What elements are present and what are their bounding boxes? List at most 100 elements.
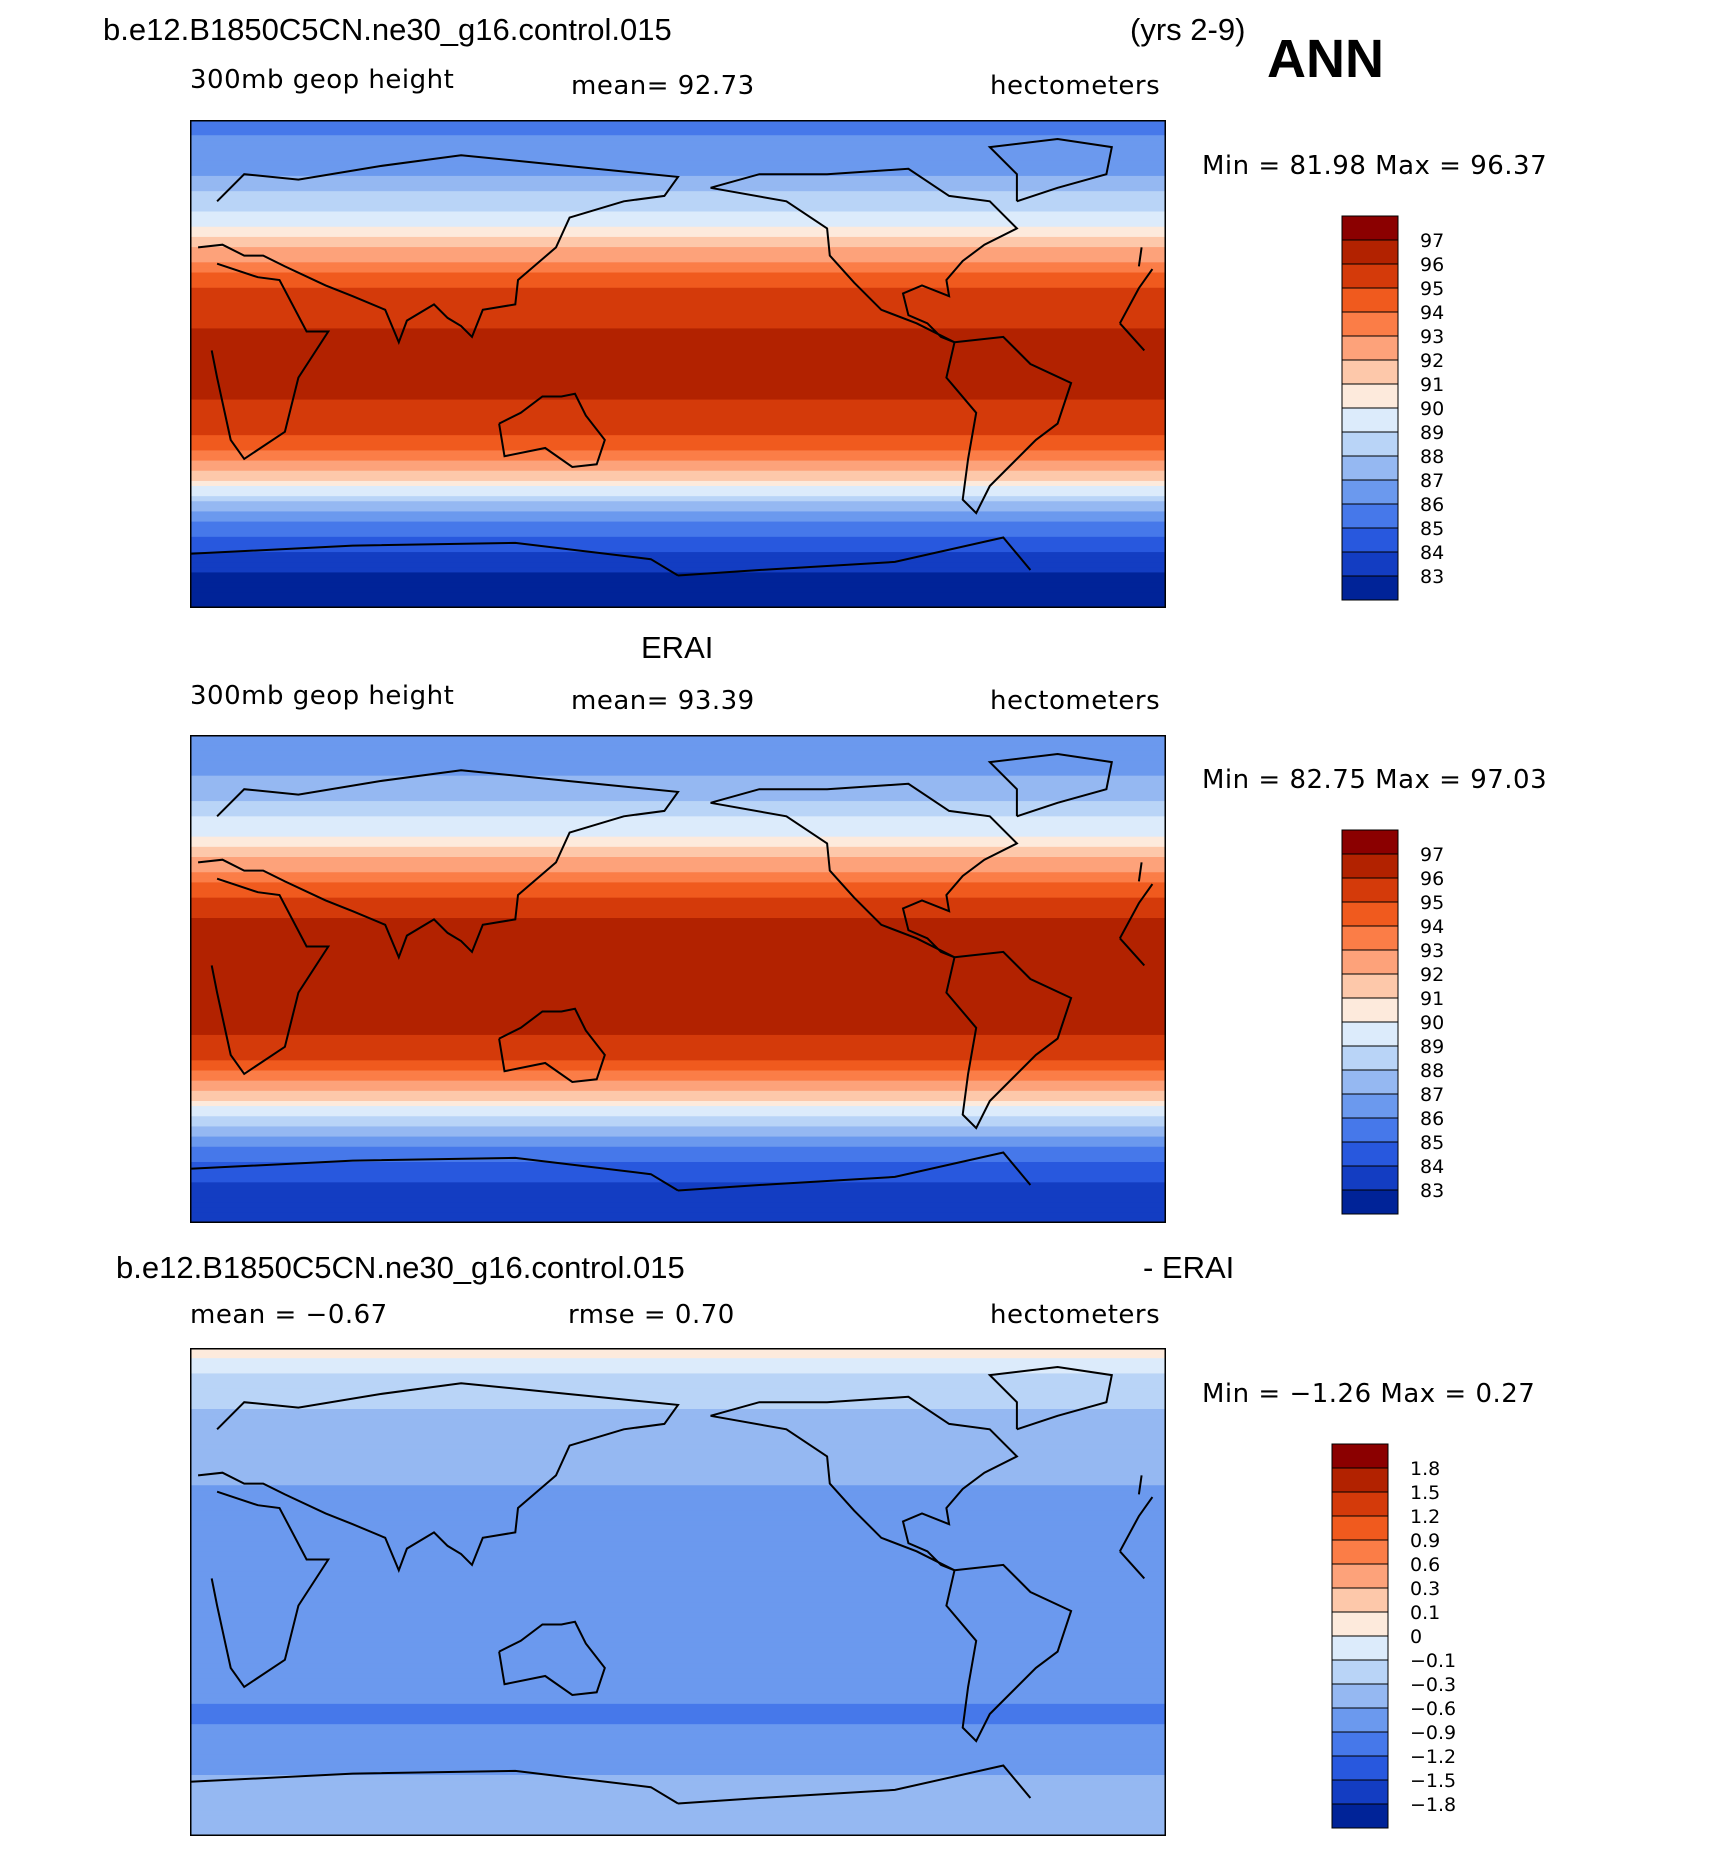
contour-band [190, 440, 1166, 446]
contour-band [190, 831, 1166, 838]
contour-band [190, 1810, 1166, 1817]
contour-band [190, 1014, 1166, 1021]
colorbar-swatch [1341, 1141, 1399, 1167]
colorbar-swatch [1331, 1491, 1389, 1517]
contour-band [190, 780, 1166, 787]
coastline [190, 1156, 679, 1192]
contour-band [190, 923, 1166, 929]
contour-band [190, 1009, 1166, 1016]
panel2-minmax: Min = 82.75 Max = 97.03 [1202, 765, 1548, 795]
panel3-colorbar: 1.8 1.5 1.2 0.9 0.6 0.3 0.1 0 −0.1 −0.3 −0.6 −0.9 −1… [1330, 1442, 1480, 1837]
contour-band [190, 541, 1166, 548]
contour-band [190, 811, 1166, 817]
contour-band [190, 1434, 1166, 1441]
contour-band [190, 1820, 1166, 1827]
contour-band [190, 277, 1166, 284]
contour-band [190, 145, 1166, 152]
contour-band [190, 1556, 1166, 1563]
map-frame [190, 120, 1166, 608]
contour-band [190, 1775, 1166, 1781]
contour-band [190, 979, 1166, 985]
colorbar-swatch [1341, 311, 1399, 337]
contour-band [190, 902, 1166, 909]
contour-band [190, 1653, 1166, 1659]
coastline [710, 167, 1019, 344]
contour-band [190, 1095, 1166, 1102]
contour-band [190, 1475, 1166, 1481]
contour-band [190, 1182, 1166, 1189]
colorbar-swatch [1341, 973, 1399, 999]
contour-band [190, 1698, 1166, 1705]
colorbar-tick-label: 0.6 [1410, 1554, 1440, 1576]
contour-band [190, 989, 1166, 995]
colorbar-tick-label: −1.5 [1410, 1770, 1456, 1792]
colorbar-swatch [1341, 527, 1399, 553]
contour-band [190, 308, 1166, 314]
contour-band [190, 1373, 1166, 1380]
contour-band [190, 872, 1166, 878]
contour-band [190, 1172, 1166, 1178]
contour-band [190, 963, 1166, 970]
contour-band [190, 1642, 1166, 1649]
contour-band [190, 1510, 1166, 1517]
coastline [677, 1151, 1032, 1192]
contour-band [190, 1353, 1166, 1359]
contour-band [190, 1075, 1166, 1082]
map-frame [190, 735, 1166, 1223]
contour-band [190, 999, 1166, 1006]
contour-band [190, 567, 1166, 574]
coastline [710, 782, 1019, 959]
contour-band [190, 521, 1166, 528]
colorbar-swatch [1331, 1707, 1389, 1733]
contour-band [190, 1116, 1166, 1122]
contour-band [190, 425, 1166, 431]
colorbar-tick-label: 1.8 [1410, 1458, 1440, 1480]
contour-band [190, 1617, 1166, 1624]
contour-band [190, 918, 1166, 924]
colorbar-swatch [1341, 925, 1399, 951]
colorbar-swatch [1341, 263, 1399, 289]
coastline [1137, 247, 1143, 267]
coastline [498, 392, 606, 469]
contour-band [190, 1546, 1166, 1552]
contour-band [190, 1045, 1166, 1051]
contour-band [190, 470, 1166, 477]
panel3-minmax: Min = −1.26 Max = 0.27 [1202, 1379, 1536, 1409]
contour-band [190, 1663, 1166, 1669]
panel3-units-label: hectometers [990, 1300, 1161, 1330]
coastline [210, 877, 331, 1076]
contour-band [190, 775, 1166, 782]
contour-band [190, 1714, 1166, 1720]
colorbar-tick-label: 85 [1420, 518, 1444, 540]
contour-band [190, 750, 1166, 756]
contour-band [190, 130, 1166, 136]
contour-band [190, 577, 1166, 584]
contour-band [190, 313, 1166, 319]
colorbar-tick-label: 89 [1420, 1036, 1444, 1058]
contour-band [190, 958, 1166, 965]
colorbar-swatch [1341, 877, 1399, 903]
contour-band [190, 292, 1166, 299]
contour-band [190, 1454, 1166, 1461]
contour-band [190, 1444, 1166, 1451]
contour-band [190, 1536, 1166, 1542]
colorbar-swatch [1341, 503, 1399, 529]
contour-band [190, 1055, 1166, 1061]
contour-band [190, 892, 1166, 899]
season-label: ANN [1267, 29, 1384, 89]
colorbar-swatch [1331, 1443, 1389, 1469]
contour-band [190, 1607, 1166, 1613]
contour-band [190, 907, 1166, 914]
contour-band [190, 1217, 1166, 1223]
coastline [1119, 268, 1154, 324]
contour-band [190, 887, 1166, 894]
contour-band [190, 1106, 1166, 1112]
colorbar-swatch [1331, 1587, 1389, 1613]
contour-band [190, 287, 1166, 294]
contour-band [190, 547, 1166, 553]
contour-band [190, 943, 1166, 950]
panel2-variable-label: 300mb geop height [190, 681, 455, 711]
contour-band [190, 338, 1166, 345]
contour-band [190, 1388, 1166, 1395]
coastline [1119, 1550, 1146, 1580]
